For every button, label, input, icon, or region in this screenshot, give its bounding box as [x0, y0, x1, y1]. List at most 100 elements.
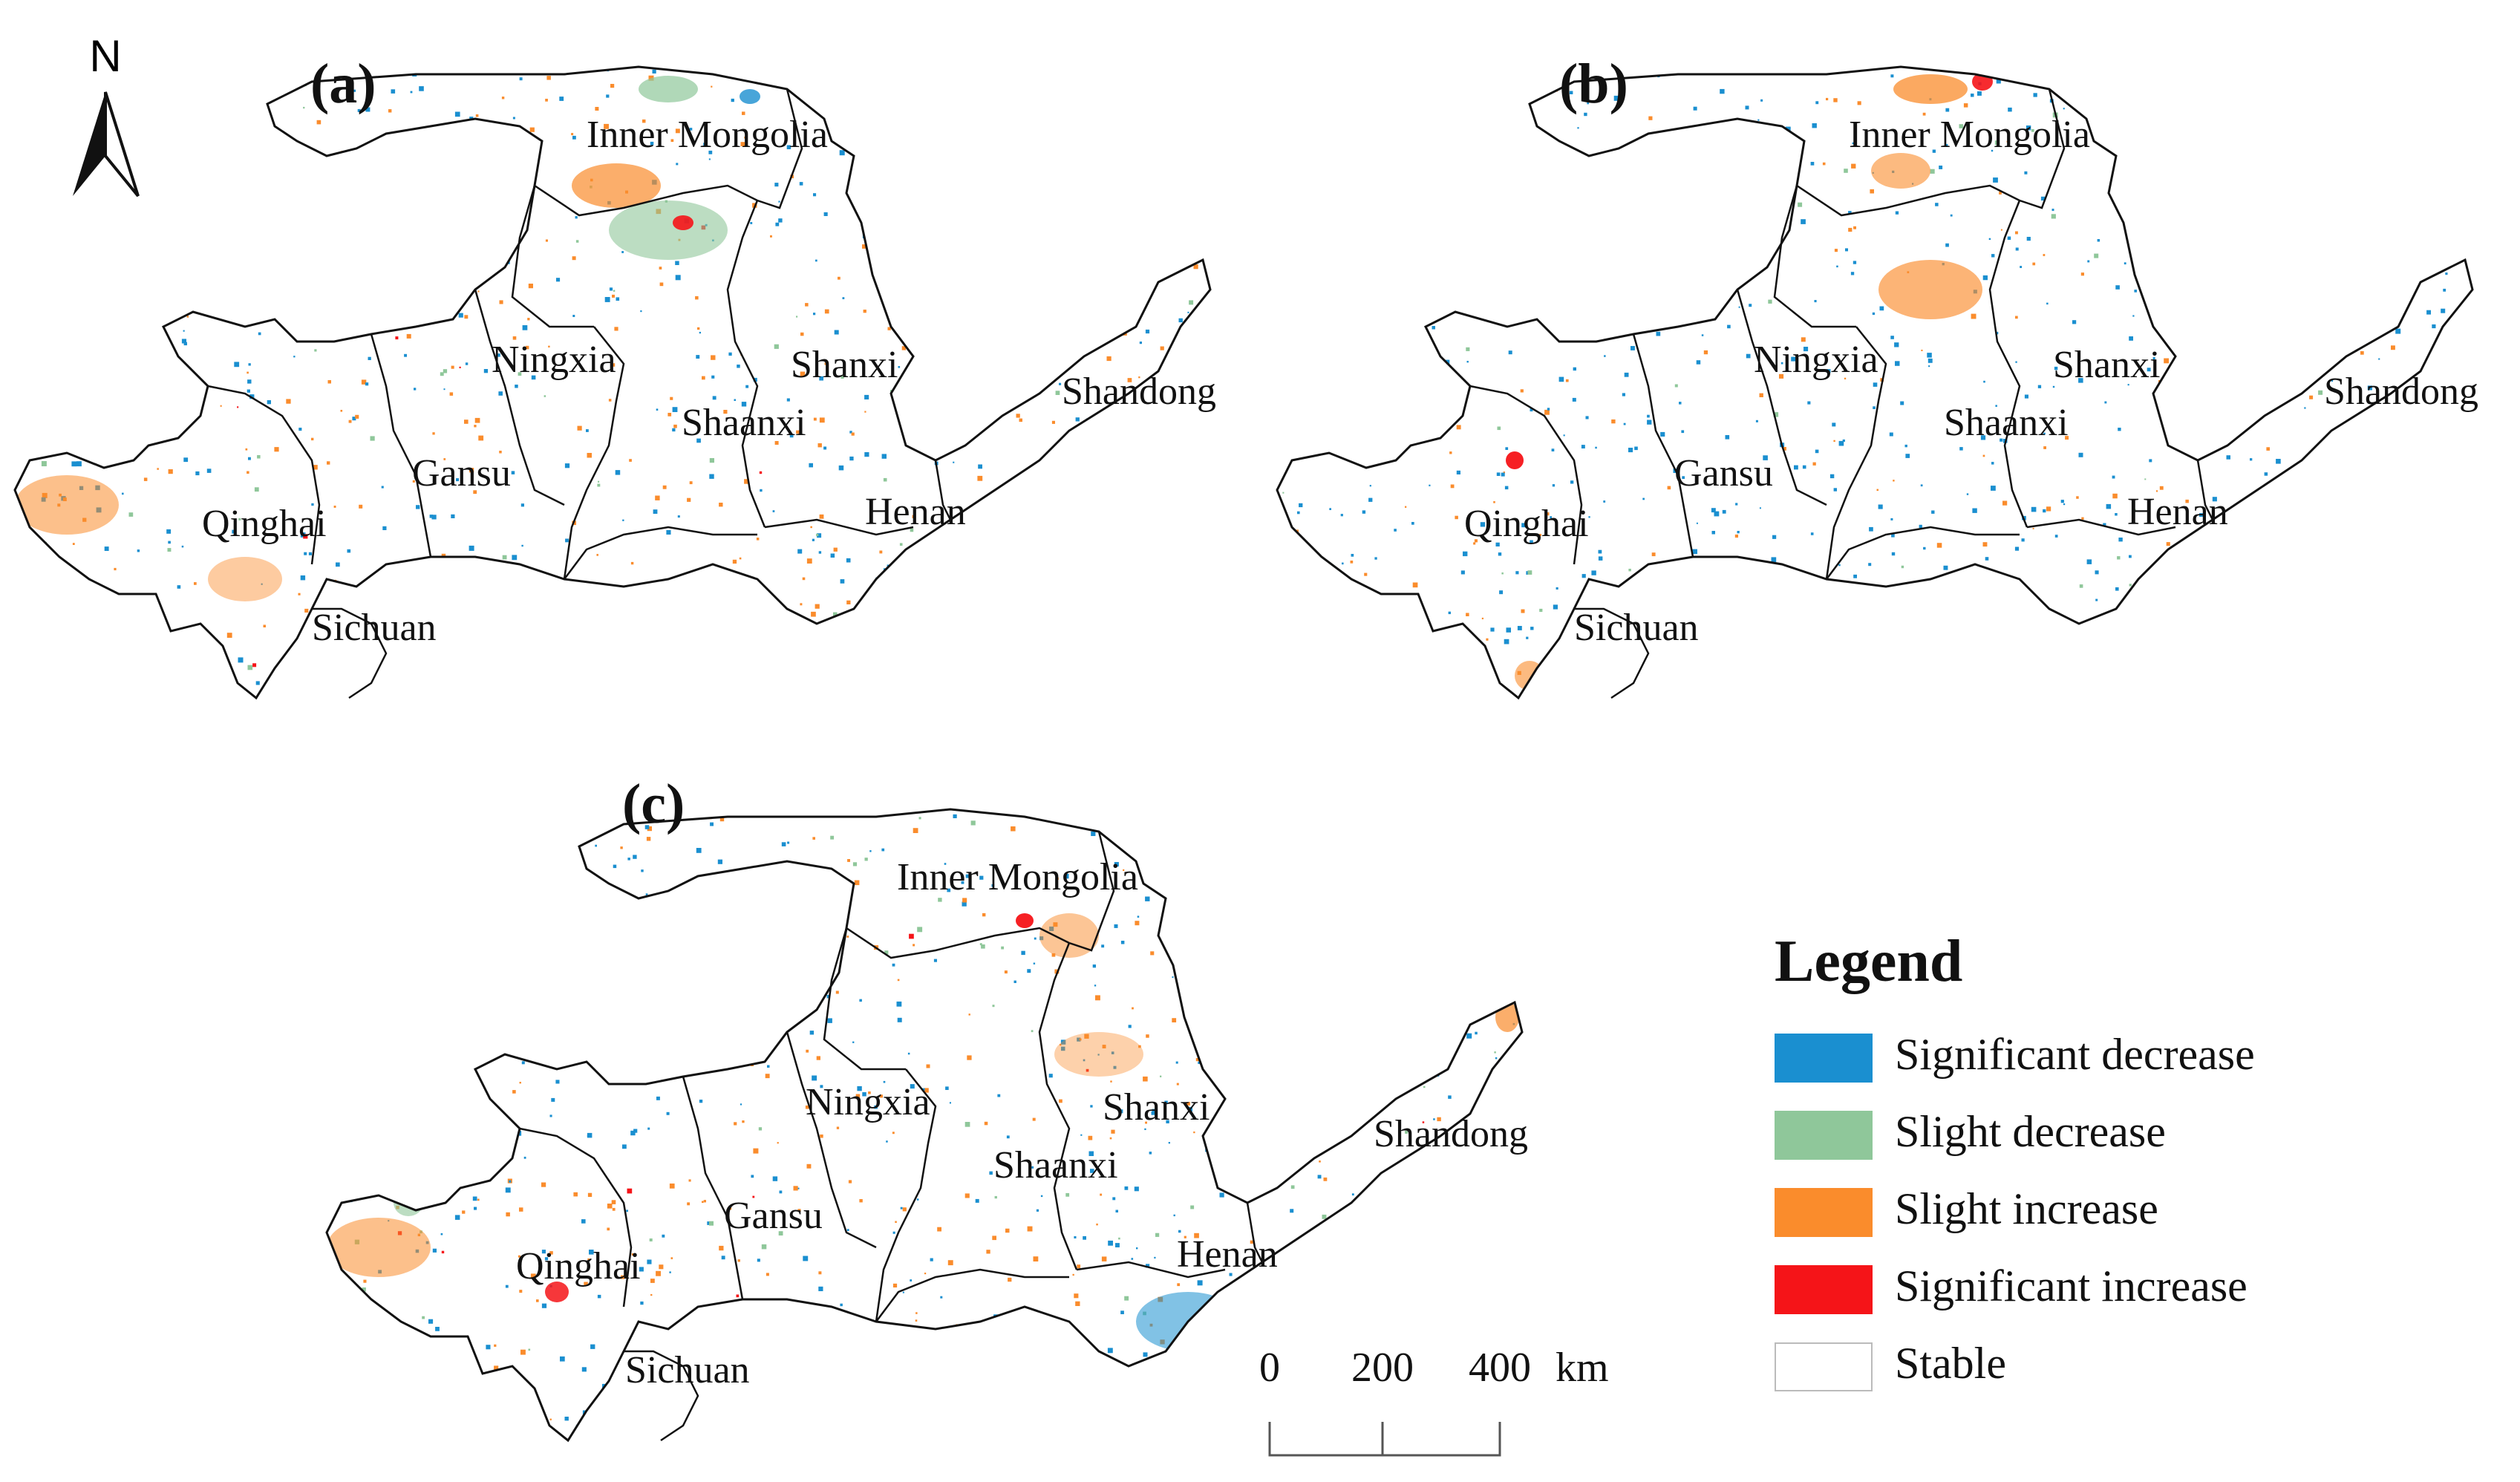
- province-boundary: [875, 1268, 1069, 1322]
- province-label-shandong-a: Shandong: [1062, 370, 1216, 413]
- province-label-shaanxi-c: Shaanxi: [993, 1144, 1118, 1186]
- legend-label: Slight increase: [1895, 1184, 2158, 1233]
- province-boundary: [534, 184, 758, 217]
- panel-label-a: (a): [310, 53, 376, 115]
- legend-swatch: [1775, 1034, 1873, 1083]
- province-label-inner-mongolia-c: Inner Mongolia: [897, 856, 1138, 898]
- legend-swatch: [1775, 1265, 1873, 1314]
- legend-title: Legend: [1775, 929, 1963, 994]
- legend-item-slight-decrease: Slight decrease: [1775, 1106, 2443, 1160]
- legend-label: Stable: [1895, 1339, 2006, 1388]
- province-label-shanxi-b: Shanxi: [2053, 344, 2161, 386]
- basin-outline: [13, 65, 1212, 700]
- province-boundary: [786, 1031, 877, 1249]
- basin-fill: [327, 809, 1522, 1440]
- legend-item-stable: Stable: [1775, 1338, 2443, 1391]
- province-label-qinghai-c: Qinghai: [516, 1245, 641, 1287]
- province-boundary: [934, 460, 952, 520]
- legend-swatch: [1775, 1342, 1873, 1391]
- province-boundary: [1773, 185, 1856, 328]
- province-boundary: [2019, 88, 2066, 209]
- legend-item-significant-decrease: Significant decrease: [1775, 1029, 2443, 1083]
- scale-unit: km: [1556, 1345, 1609, 1391]
- north-arrow-icon: N: [73, 31, 140, 198]
- legend-swatch: [1775, 1188, 1873, 1237]
- province-boundary: [511, 185, 594, 328]
- basin-outline: [325, 808, 1524, 1443]
- map-panel-b: [1276, 65, 2474, 700]
- province-boundary: [370, 333, 432, 558]
- province-label-sichuan-a: Sichuan: [312, 607, 437, 649]
- basin-outline: [1276, 65, 2474, 700]
- province-label-shaanxi-a: Shaanxi: [682, 402, 806, 444]
- province-boundary: [1574, 607, 1650, 699]
- province-boundary: [1826, 526, 2020, 580]
- province-label-ningxia-b: Ningxia: [1754, 339, 1878, 381]
- province-label-henan-a: Henan: [865, 491, 966, 533]
- scale-bar: 0 200 400 km: [1247, 1344, 1663, 1470]
- province-boundary: [1736, 289, 1827, 506]
- province-boundary: [207, 385, 321, 565]
- province-label-qinghai-b: Qinghai: [1464, 503, 1589, 545]
- legend-label: Slight decrease: [1895, 1107, 2166, 1156]
- province-boundary: [726, 200, 766, 528]
- province-boundary: [875, 1068, 937, 1322]
- map-panel-c: [325, 808, 1524, 1443]
- legend-label: Significant decrease: [1895, 1030, 2255, 1079]
- province-boundary: [2196, 460, 2214, 520]
- province-label-sichuan-b: Sichuan: [1574, 607, 1699, 649]
- province-boundary: [312, 607, 388, 699]
- map-panel-a: [13, 65, 1212, 700]
- province-label-ningxia-c: Ningxia: [806, 1081, 930, 1123]
- province-boundary: [2026, 518, 2176, 536]
- province-boundary: [682, 1076, 744, 1300]
- province-boundary: [757, 88, 803, 209]
- province-boundary: [624, 1350, 699, 1442]
- province-label-gansu-b: Gansu: [1674, 452, 1773, 494]
- scale-tick-0: 0: [1259, 1345, 1280, 1391]
- legend-swatch: [1775, 1111, 1873, 1160]
- province-label-shanxi-c: Shanxi: [1103, 1086, 1210, 1129]
- province-boundary: [1038, 942, 1078, 1270]
- province-label-inner-mongolia-b: Inner Mongolia: [1849, 114, 2090, 156]
- province-label-shandong-c: Shandong: [1374, 1113, 1528, 1155]
- legend-item-slight-increase: Slight increase: [1775, 1184, 2443, 1237]
- province-label-inner-mongolia-a: Inner Mongolia: [587, 114, 828, 156]
- province-boundary: [823, 927, 906, 1071]
- province-label-gansu-a: Gansu: [412, 452, 511, 494]
- legend-item-significant-increase: Significant increase: [1775, 1261, 2443, 1314]
- province-boundary: [1246, 1202, 1264, 1263]
- province-label-shanxi-a: Shanxi: [791, 344, 898, 386]
- basin-fill: [15, 67, 1210, 698]
- north-arrow: N: [68, 25, 150, 203]
- basin-fill: [1277, 67, 2472, 698]
- scale-tick-400: 400: [1469, 1345, 1531, 1391]
- province-boundary: [1068, 831, 1115, 952]
- province-boundary: [563, 326, 625, 580]
- panel-label-c: (c): [622, 773, 685, 835]
- province-label-shaanxi-b: Shaanxi: [1944, 402, 2069, 444]
- province-boundary: [474, 289, 565, 506]
- scale-tick-200: 200: [1351, 1345, 1414, 1391]
- province-boundary: [1632, 333, 1694, 558]
- province-label-sichuan-c: Sichuan: [625, 1349, 750, 1391]
- province-boundary: [764, 518, 914, 536]
- province-boundary: [519, 1127, 633, 1308]
- province-boundary: [1076, 1261, 1226, 1279]
- legend-label: Significant increase: [1895, 1261, 2248, 1310]
- province-boundary: [564, 526, 757, 580]
- province-label-shandong-b: Shandong: [2324, 370, 2478, 413]
- province-label-qinghai-a: Qinghai: [202, 503, 327, 545]
- province-label-ningxia-a: Ningxia: [492, 339, 616, 381]
- province-boundary: [1796, 184, 2020, 217]
- province-boundary: [846, 927, 1070, 959]
- scale-bar-line: [1268, 1422, 1501, 1457]
- province-boundary: [1825, 326, 1887, 580]
- province-boundary: [1988, 200, 2028, 528]
- province-label-henan-b: Henan: [2127, 491, 2228, 533]
- province-label-henan-c: Henan: [1177, 1233, 1278, 1276]
- legend: Legend Significant decrease Slight decre…: [1775, 928, 2443, 1403]
- panel-label-b: (b): [1559, 53, 1628, 115]
- province-boundary: [1469, 385, 1583, 565]
